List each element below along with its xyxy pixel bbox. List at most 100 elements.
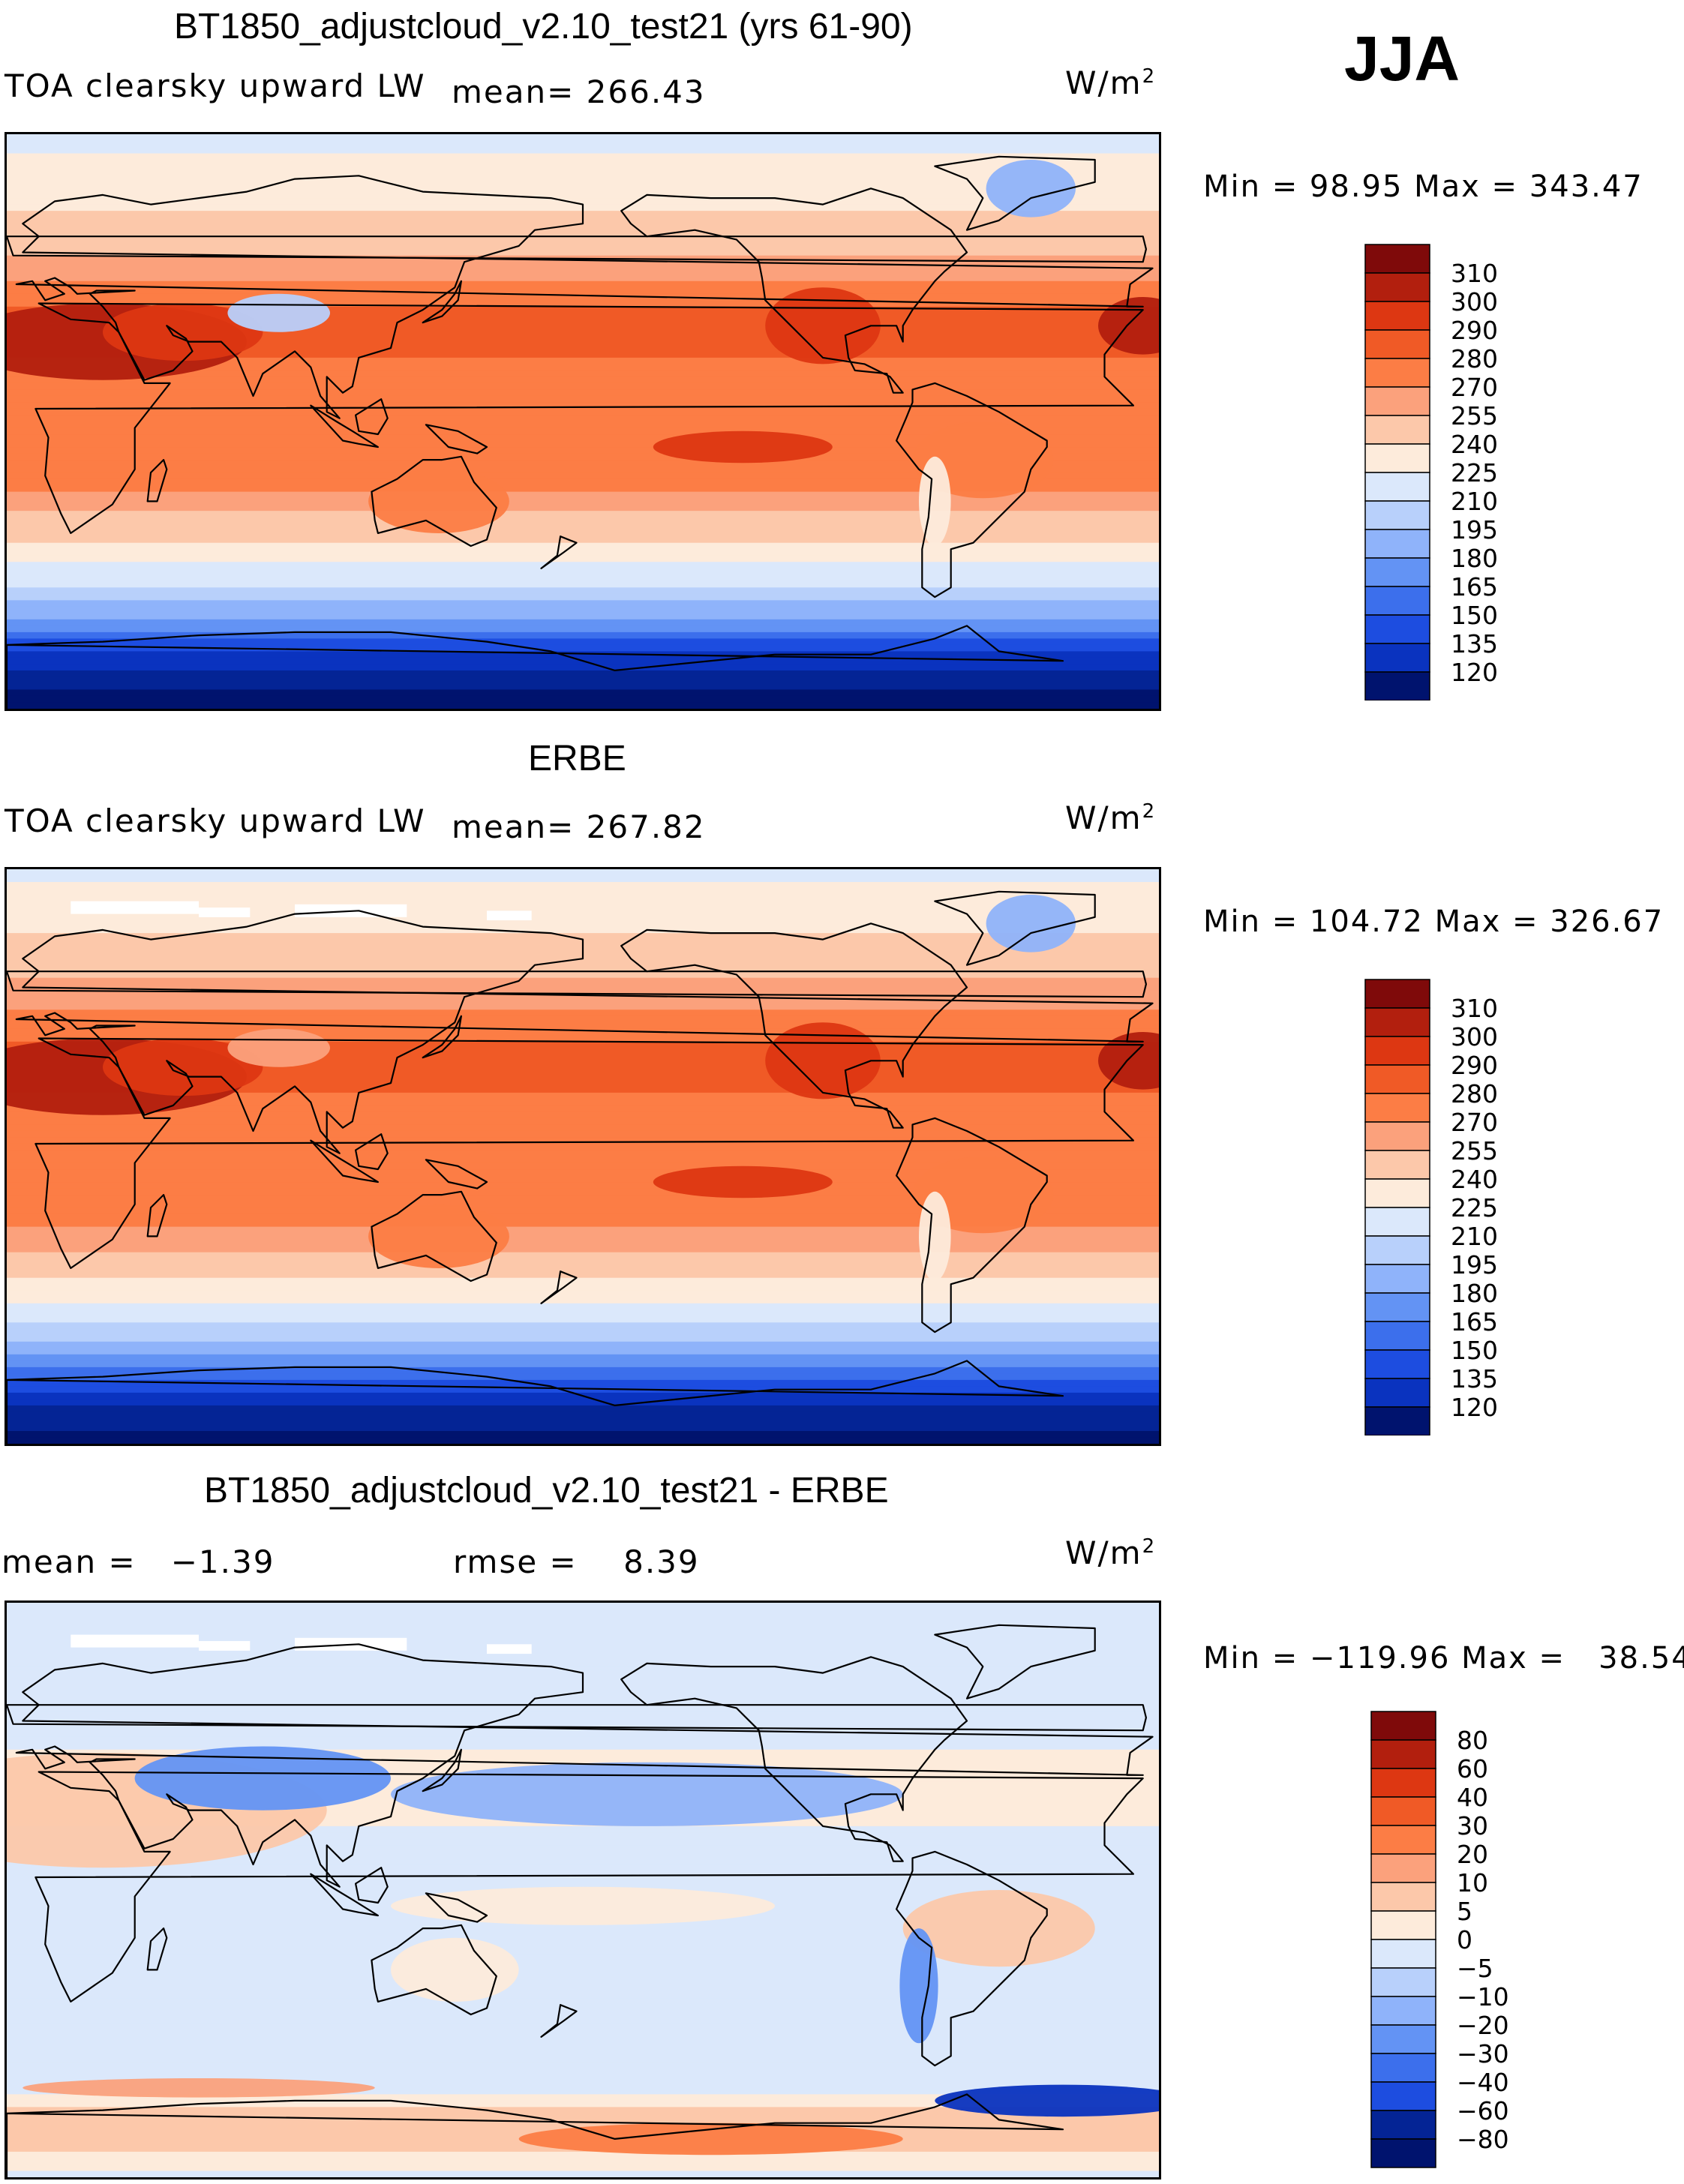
- colorbar-label: 240: [1451, 1165, 1498, 1194]
- field-feature: [23, 2078, 375, 2098]
- zonal-band: [7, 1220, 1159, 1228]
- zonal-band: [7, 2113, 1159, 2120]
- colorbar-label: 80: [1457, 1726, 1488, 1755]
- zonal-band: [7, 1303, 1159, 1310]
- zonal-band: [7, 562, 1159, 569]
- zonal-band: [7, 466, 1159, 473]
- zonal-band: [7, 964, 1159, 972]
- panel2-title: ERBE: [528, 739, 626, 778]
- colorbar-label: 60: [1457, 1754, 1488, 1784]
- zonal-band: [7, 619, 1159, 626]
- zonal-band: [7, 1412, 1159, 1419]
- colorbar-label: 225: [1451, 1193, 1498, 1222]
- field-feature: [391, 1886, 775, 1925]
- zonal-band: [7, 2018, 1159, 2025]
- colorbar-label: 290: [1451, 316, 1498, 345]
- coastline: [620, 922, 968, 1129]
- coastline: [425, 1159, 488, 1190]
- zonal-band: [7, 1749, 1159, 1756]
- colorbar-box: [1364, 1321, 1430, 1351]
- panel1-title: BT1850_adjustcloud_v2.10_test21 (yrs 61-…: [174, 7, 913, 46]
- field-feature: [368, 469, 509, 533]
- zonal-band: [7, 1838, 1159, 1846]
- zonal-band: [7, 395, 1159, 404]
- zonal-band: [7, 364, 1159, 371]
- colorbar-box: [1370, 1910, 1436, 1940]
- panel2-map-svg: [7, 869, 1159, 1444]
- panel3-title: BT1850_adjustcloud_v2.10_test21 - ERBE: [204, 1471, 889, 1510]
- zonal-band: [7, 491, 1159, 499]
- colorbar-label: 290: [1451, 1051, 1498, 1080]
- zonal-band: [7, 134, 1159, 142]
- zonal-band: [7, 536, 1159, 544]
- panel1-units: W/m2: [1065, 64, 1156, 101]
- coastline: [146, 1194, 168, 1238]
- colorbar-box: [1364, 1406, 1430, 1436]
- zonal-band: [7, 530, 1159, 537]
- zonal-band: [7, 1233, 1159, 1240]
- zonal-band: [7, 147, 1159, 154]
- zonal-band: [7, 332, 1159, 339]
- panel1-map: [5, 132, 1161, 711]
- zonal-band: [7, 1073, 1159, 1081]
- zonal-band: [7, 2011, 1159, 2018]
- coastline: [310, 1139, 379, 1184]
- zonal-band: [7, 644, 1159, 652]
- field-feature: [653, 430, 833, 464]
- zonal-band: [7, 1252, 1159, 1259]
- zonal-band: [7, 408, 1159, 416]
- coastline: [371, 1190, 497, 1282]
- colorbar-box: [1364, 1036, 1430, 1066]
- coastline: [425, 424, 488, 454]
- colorbar-label: 270: [1451, 1108, 1498, 1137]
- zonal-band: [7, 313, 1159, 320]
- zonal-band: [7, 160, 1159, 167]
- zonal-band: [7, 1099, 1159, 1106]
- zonal-band: [7, 977, 1159, 985]
- zonal-band: [7, 1246, 1159, 1253]
- colorbar-box: [1364, 1264, 1430, 1294]
- colorbar-label: 280: [1451, 344, 1498, 374]
- zonal-band: [7, 524, 1159, 531]
- coastline: [371, 455, 497, 548]
- field-feature: [103, 1038, 263, 1096]
- colorbar-box: [1364, 1349, 1430, 1379]
- panel1-minmax: Min = 98.95 Max = 343.47: [1203, 170, 1643, 204]
- zonal-band: [7, 1112, 1159, 1119]
- colorbar-box: [1364, 586, 1430, 616]
- zonal-band: [7, 1616, 1159, 1623]
- colorbar-box: [1364, 671, 1430, 701]
- field-feature: [1098, 297, 1159, 355]
- zonal-band: [7, 166, 1159, 173]
- coastline: [422, 1015, 462, 1059]
- units-superscript: 2: [1142, 800, 1157, 823]
- zonal-band: [7, 926, 1159, 934]
- panel2-map: [5, 867, 1161, 1446]
- colorbar-box: [1370, 1796, 1436, 1826]
- zonal-band: [7, 626, 1159, 633]
- zonal-band: [7, 1954, 1159, 1961]
- colorbar-box: [1370, 2081, 1436, 2111]
- zonal-band: [7, 1226, 1159, 1234]
- colorbar-box: [1364, 244, 1430, 274]
- zonal-band: [7, 172, 1159, 180]
- zonal-band: [7, 1437, 1159, 1444]
- zonal-band: [7, 1277, 1159, 1285]
- zonal-band: [7, 1430, 1159, 1438]
- field-feature: [919, 1191, 951, 1281]
- field-feature: [227, 293, 331, 332]
- colorbar-box: [1370, 1996, 1436, 2026]
- colorbar-box: [1364, 1178, 1430, 1208]
- zonal-band: [7, 1086, 1159, 1094]
- zonal-band: [7, 2030, 1159, 2038]
- zonal-band: [7, 2062, 1159, 2069]
- colorbar-label: −20: [1457, 2011, 1509, 2040]
- zonal-band: [7, 1290, 1159, 1298]
- units-superscript: 2: [1142, 1535, 1157, 1558]
- zonal-band: [7, 2049, 1159, 2056]
- zonal-band: [7, 1130, 1159, 1138]
- zonal-band: [7, 1654, 1159, 1661]
- zonal-band: [7, 1079, 1159, 1087]
- zonal-band: [7, 185, 1159, 193]
- zonal-band: [7, 1137, 1159, 1144]
